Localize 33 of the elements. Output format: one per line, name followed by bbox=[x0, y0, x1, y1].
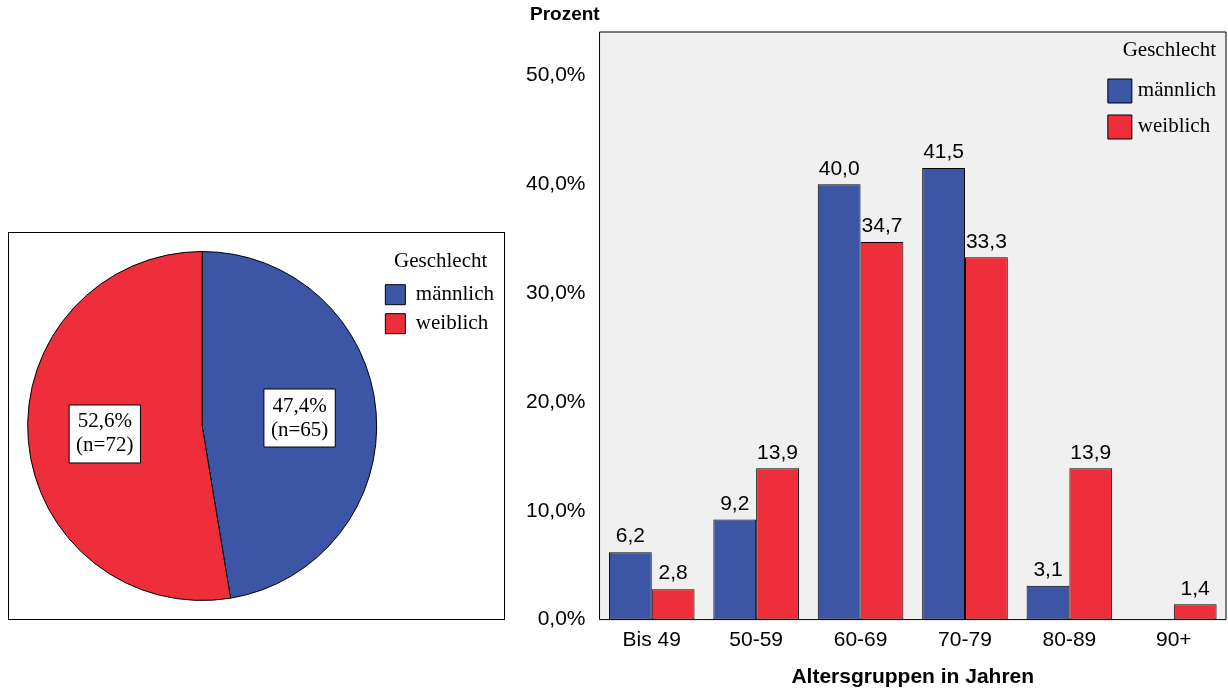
x-tick-label: Bis 49 bbox=[622, 627, 681, 650]
y-tick-label: 30,0% bbox=[526, 279, 586, 303]
y-tick-label: 0,0% bbox=[537, 606, 586, 630]
legend-label: weiblich bbox=[415, 310, 489, 335]
legend-label: weiblich bbox=[1137, 113, 1211, 138]
y-tick-label: 20,0% bbox=[526, 388, 586, 412]
y-axis-title: Prozent bbox=[530, 2, 601, 24]
x-tick-label: 50-59 bbox=[729, 627, 784, 650]
data-label: 34,7 bbox=[861, 213, 903, 237]
x-tick-label: 80-89 bbox=[1042, 627, 1097, 650]
data-label: 1,4 bbox=[1180, 575, 1211, 599]
x-axis-title: Altersgruppen in Jahren bbox=[791, 664, 1035, 688]
data-label: 9,2 bbox=[720, 490, 750, 514]
y-tick-label: 40,0% bbox=[526, 171, 586, 195]
y-tick-label: 50,0% bbox=[526, 62, 586, 86]
data-label: 13,9 bbox=[757, 439, 798, 463]
x-tick-label: 70-79 bbox=[938, 627, 992, 650]
data-label: 13,9 bbox=[1070, 439, 1112, 463]
data-label: 41,5 bbox=[923, 139, 965, 163]
legend-label: männlich bbox=[1137, 77, 1217, 102]
data-label: 47,4% (n=65) bbox=[270, 392, 329, 441]
x-tick-label: 90+ bbox=[1155, 627, 1192, 650]
legend-title: Geschlecht bbox=[394, 248, 488, 273]
legend-title: Geschlecht bbox=[1122, 37, 1217, 62]
data-label: 2,8 bbox=[658, 560, 688, 584]
data-label: 33,3 bbox=[965, 228, 1007, 252]
data-label: 40,0 bbox=[818, 155, 860, 179]
data-label: 6,2 bbox=[615, 523, 645, 547]
x-tick-label: 60-69 bbox=[833, 627, 888, 650]
data-label: 52,6% (n=72) bbox=[76, 408, 134, 457]
y-tick-label: 10,0% bbox=[526, 497, 586, 521]
legend-label: männlich bbox=[415, 281, 495, 306]
data-label: 3,1 bbox=[1033, 557, 1063, 581]
